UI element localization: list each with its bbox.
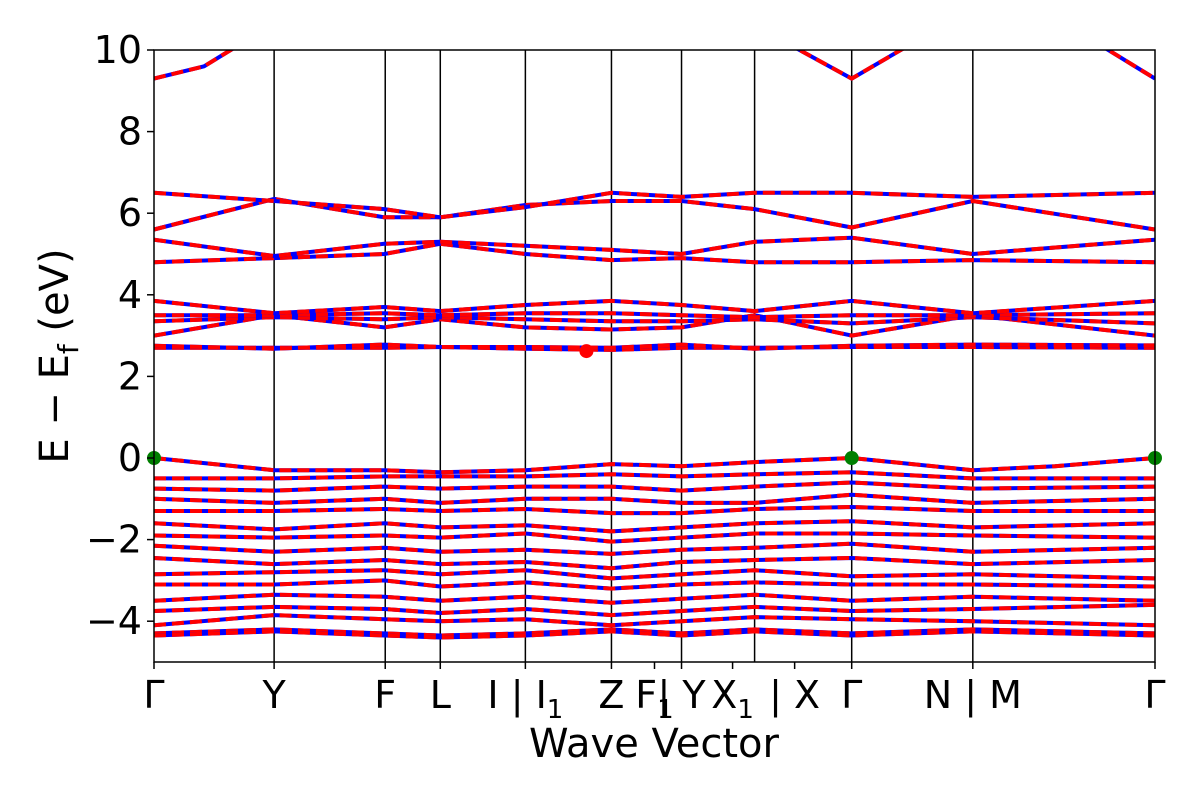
band-3-dashed — [154, 492, 1155, 505]
band-17-dashed — [154, 342, 1155, 351]
band-lines — [154, 50, 1155, 640]
band-21-dashed — [154, 298, 1155, 316]
band-25-dashed — [154, 190, 1155, 220]
band-edge-markers — [147, 344, 1162, 465]
band-6-dashed — [154, 531, 1155, 544]
band-20-dashed — [154, 311, 1155, 320]
band-2-dashed — [154, 480, 1155, 493]
band-27-dashed — [795, 50, 905, 81]
y-axis-title-sub: f — [52, 343, 85, 354]
band-10-dashed — [154, 578, 1155, 591]
y-tick-label-3: 2 — [118, 354, 142, 398]
y-axis-title: E − Ef (eV) — [32, 248, 85, 463]
band-26-dashed — [154, 50, 235, 81]
band-22-dashed — [154, 241, 1155, 265]
band-18-dashed — [154, 313, 1155, 338]
y-tick-label-4: 4 — [118, 273, 142, 317]
x-tick-label-10: Γ — [841, 673, 862, 717]
band-8-dashed — [154, 556, 1155, 571]
band-19-dashed — [154, 315, 1155, 326]
y-tick-label-1: −2 — [86, 518, 142, 562]
y-axis-title-main: E − E — [32, 354, 78, 464]
kpoint-divider-lines — [273, 50, 974, 662]
x-tick-label-1: Y — [262, 673, 287, 717]
y-tick-label-5: 6 — [118, 191, 142, 235]
x-tick-label-5: Z — [598, 673, 624, 717]
band-0-dashed — [154, 456, 1155, 475]
x-tick-label-12: Γ — [1144, 673, 1165, 717]
band-5-dashed — [154, 519, 1155, 534]
band-11-dashed — [154, 592, 1155, 605]
y-tick-label-2: 0 — [118, 436, 142, 480]
x-tick-label-3: L — [430, 673, 451, 717]
x-tick-label-0: Γ — [143, 673, 164, 717]
band-24-dashed — [154, 196, 1155, 232]
band-26-solid — [154, 50, 235, 81]
band-9-dashed — [154, 568, 1155, 581]
band-4-dashed — [154, 505, 1155, 516]
x-axis-title: Wave Vector — [529, 721, 780, 767]
band-23-dashed — [154, 235, 1155, 258]
band-edge-marker-3 — [579, 344, 594, 359]
x-tick-label-6: F1 — [635, 673, 673, 725]
y-tick-label-0: −4 — [86, 599, 142, 643]
x-tick-label-9: | X — [769, 673, 820, 718]
band-15-dashed — [154, 629, 1155, 640]
band-7-dashed — [154, 541, 1155, 556]
y-tick-label-7: 10 — [94, 28, 142, 72]
x-tick-label-2: F — [374, 673, 396, 717]
x-tick-label-11: N | M — [924, 673, 1022, 718]
band-13-dashed — [154, 613, 1155, 628]
band-28-dashed — [1104, 50, 1155, 81]
y-axis-ticks: −4 −2 0 2 4 6 8 10 — [86, 28, 154, 643]
band-1-dashed — [154, 470, 1155, 481]
x-tick-label-8: X1 — [711, 673, 754, 725]
band-12-dashed — [154, 602, 1155, 618]
y-axis-title-unit: (eV) — [32, 248, 78, 344]
y-tick-label-6: 8 — [118, 110, 142, 154]
x-tick-label-4: I | I1 — [487, 673, 563, 725]
x-tick-label-7: | Y — [657, 673, 706, 718]
band-27-solid — [795, 50, 905, 81]
band-edge-marker-1 — [844, 451, 859, 465]
